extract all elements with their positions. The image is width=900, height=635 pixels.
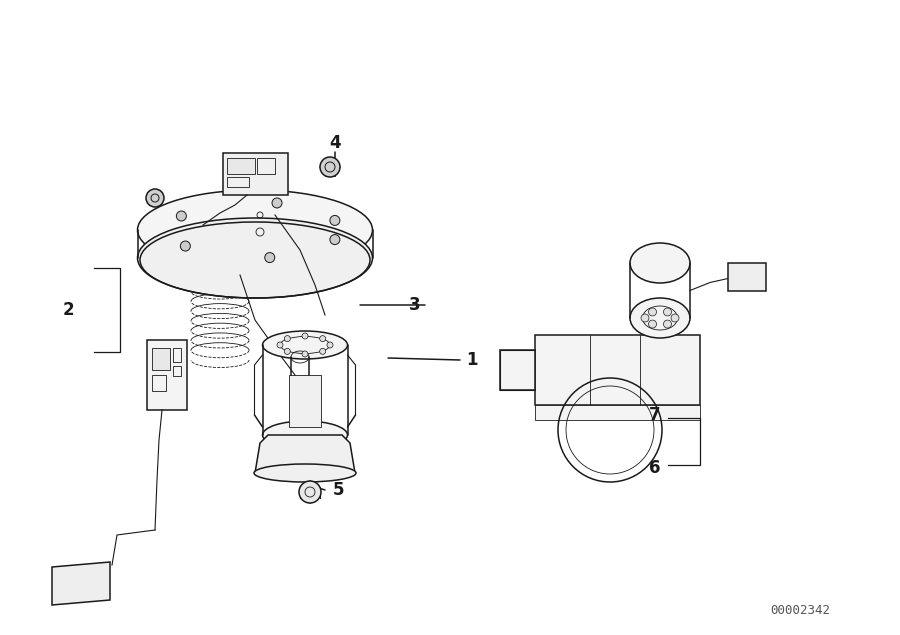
- Text: 3: 3: [410, 296, 421, 314]
- Text: 6: 6: [649, 459, 661, 477]
- Bar: [152, 348, 170, 370]
- Circle shape: [320, 336, 326, 342]
- Bar: [257, 158, 275, 174]
- Ellipse shape: [263, 421, 347, 449]
- Text: 4: 4: [329, 134, 341, 152]
- Bar: [728, 262, 766, 290]
- Bar: [147, 340, 187, 410]
- Circle shape: [649, 320, 656, 328]
- Bar: [227, 177, 248, 187]
- Circle shape: [320, 349, 326, 354]
- Text: 2: 2: [62, 301, 74, 319]
- Ellipse shape: [630, 298, 690, 338]
- Circle shape: [265, 253, 274, 263]
- Bar: [289, 375, 321, 427]
- Text: 5: 5: [332, 481, 344, 499]
- Circle shape: [320, 157, 340, 177]
- Bar: [535, 405, 700, 420]
- Circle shape: [302, 351, 308, 357]
- Circle shape: [180, 241, 191, 251]
- Bar: [152, 375, 166, 391]
- Circle shape: [277, 342, 283, 348]
- Circle shape: [327, 342, 333, 348]
- Text: 1: 1: [466, 351, 478, 369]
- Ellipse shape: [254, 464, 356, 482]
- Circle shape: [663, 308, 671, 316]
- Bar: [500, 350, 535, 390]
- Ellipse shape: [138, 218, 373, 298]
- Circle shape: [649, 308, 656, 316]
- Polygon shape: [52, 562, 110, 605]
- Circle shape: [299, 481, 321, 503]
- Circle shape: [146, 189, 164, 207]
- Circle shape: [330, 234, 340, 244]
- Circle shape: [330, 215, 340, 225]
- Circle shape: [176, 211, 186, 221]
- Circle shape: [302, 333, 308, 339]
- Text: 00002342: 00002342: [770, 603, 830, 617]
- Circle shape: [671, 314, 679, 322]
- Polygon shape: [255, 435, 355, 473]
- Circle shape: [272, 198, 282, 208]
- Bar: [227, 158, 255, 174]
- Circle shape: [663, 320, 671, 328]
- Bar: [173, 366, 181, 376]
- Bar: [222, 153, 287, 195]
- Bar: [173, 348, 181, 362]
- Ellipse shape: [263, 331, 347, 359]
- Text: 7: 7: [649, 406, 661, 424]
- Ellipse shape: [630, 243, 690, 283]
- Bar: [535, 335, 700, 405]
- Ellipse shape: [138, 190, 373, 270]
- Circle shape: [284, 349, 291, 354]
- Circle shape: [284, 336, 291, 342]
- Circle shape: [641, 314, 649, 322]
